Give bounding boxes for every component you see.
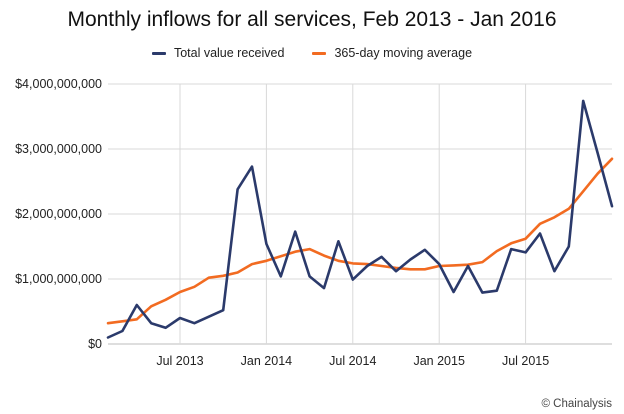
series-line-moving-average xyxy=(106,157,614,325)
legend-label-moving-average: 365-day moving average xyxy=(334,46,473,60)
legend-label-total: Total value received xyxy=(173,46,285,60)
chart-legend: Total value received 365-day moving aver… xyxy=(0,46,624,60)
y-tick-label: $2,000,000,000 xyxy=(15,207,102,221)
x-tick-label: Jul 2013 xyxy=(156,354,203,368)
series-line-total-value-received xyxy=(106,99,614,339)
legend-swatch-moving-average xyxy=(312,51,327,55)
legend-item-total: Total value received xyxy=(151,46,285,60)
y-tick-label: $0 xyxy=(88,337,102,351)
chart-title: Monthly inflows for all services, Feb 20… xyxy=(67,8,557,31)
y-tick-label: $1,000,000,000 xyxy=(15,272,102,286)
x-tick-label: Jan 2015 xyxy=(413,354,464,368)
y-tick-label: $3,000,000,000 xyxy=(15,142,102,156)
x-tick-label: Jul 2014 xyxy=(329,354,376,368)
x-tick-label: Jul 2015 xyxy=(502,354,549,368)
legend-swatch-total xyxy=(151,51,166,55)
x-tick-label: Jan 2014 xyxy=(241,354,292,368)
y-tick-label: $4,000,000,000 xyxy=(15,77,102,91)
credit-text: © Chainalysis xyxy=(541,398,612,410)
legend-item-moving-average: 365-day moving average xyxy=(312,46,472,60)
